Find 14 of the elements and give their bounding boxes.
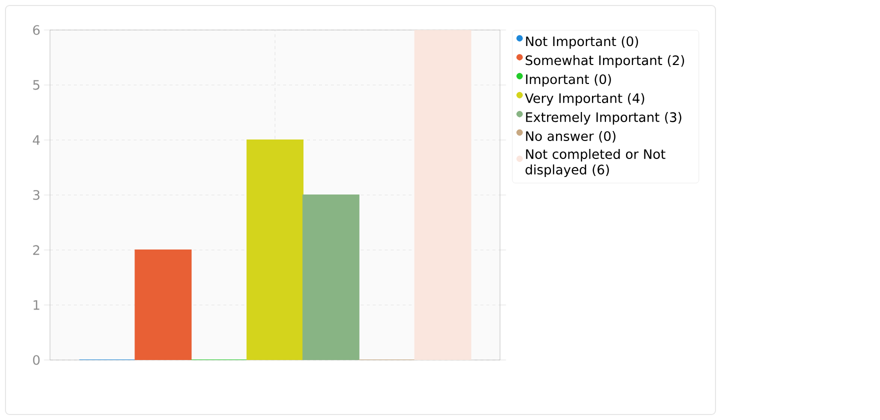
legend-label: No answer (0) — [526, 130, 616, 143]
legend-label: Somewhat Important (2) — [526, 55, 684, 68]
y-tick-label: 2 — [33, 245, 40, 255]
y-tick-label: 5 — [33, 80, 40, 90]
legend-label: Extremely Important (3) — [526, 112, 682, 125]
legend-label: Not completed or Not displayed (6) — [526, 148, 666, 178]
y-tick-label: 6 — [33, 25, 40, 35]
y-tick-label: 1 — [34, 300, 40, 310]
legend-label: Very Important (4) — [524, 93, 644, 106]
y-tick-label: 0 — [33, 355, 40, 365]
legend-label: Not Important (0) — [526, 36, 638, 49]
y-tick-label: 3 — [33, 190, 40, 200]
y-tick-label: 4 — [32, 135, 40, 145]
legend-label: Important (0) — [526, 74, 611, 87]
